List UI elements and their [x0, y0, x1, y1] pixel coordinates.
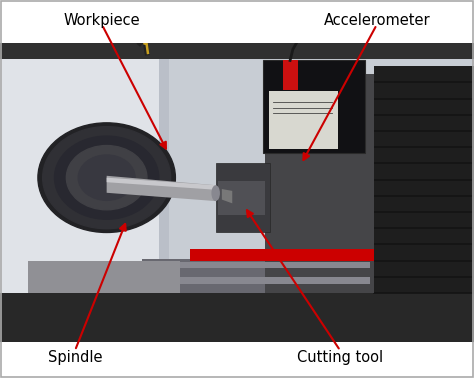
FancyBboxPatch shape	[0, 43, 164, 342]
Circle shape	[66, 146, 147, 210]
FancyBboxPatch shape	[142, 262, 370, 268]
FancyBboxPatch shape	[0, 293, 474, 342]
FancyBboxPatch shape	[0, 342, 474, 378]
FancyBboxPatch shape	[269, 91, 338, 149]
Polygon shape	[107, 178, 216, 190]
FancyBboxPatch shape	[263, 60, 365, 153]
Circle shape	[55, 136, 159, 219]
Text: Workpiece: Workpiece	[64, 13, 140, 28]
FancyBboxPatch shape	[218, 181, 265, 215]
Circle shape	[38, 123, 175, 232]
FancyBboxPatch shape	[374, 66, 474, 293]
FancyBboxPatch shape	[265, 74, 374, 293]
FancyBboxPatch shape	[142, 277, 370, 284]
FancyBboxPatch shape	[28, 261, 180, 293]
Polygon shape	[107, 176, 216, 201]
Circle shape	[78, 155, 135, 200]
Polygon shape	[142, 259, 370, 293]
FancyBboxPatch shape	[0, 0, 474, 43]
Polygon shape	[265, 74, 374, 293]
Polygon shape	[222, 189, 232, 203]
FancyBboxPatch shape	[159, 43, 169, 342]
Text: Spindle: Spindle	[48, 350, 102, 365]
Text: Cutting tool: Cutting tool	[297, 350, 383, 365]
FancyBboxPatch shape	[216, 163, 270, 232]
Circle shape	[43, 127, 171, 229]
Text: Accelerometer: Accelerometer	[324, 13, 430, 28]
FancyBboxPatch shape	[190, 249, 374, 261]
FancyBboxPatch shape	[283, 60, 298, 90]
Ellipse shape	[211, 185, 220, 201]
FancyBboxPatch shape	[0, 43, 474, 59]
FancyBboxPatch shape	[0, 43, 474, 342]
